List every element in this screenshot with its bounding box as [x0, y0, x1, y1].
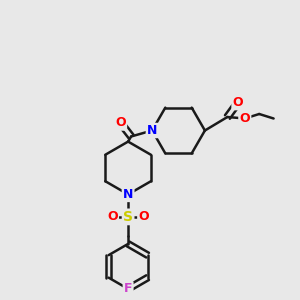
Text: N: N — [123, 188, 133, 201]
Text: O: O — [239, 112, 250, 125]
Text: N: N — [147, 124, 157, 137]
Text: O: O — [138, 210, 149, 224]
Text: O: O — [115, 116, 126, 130]
Text: F: F — [124, 282, 132, 296]
Text: O: O — [232, 96, 243, 109]
Text: O: O — [107, 210, 118, 224]
Text: S: S — [123, 210, 133, 224]
